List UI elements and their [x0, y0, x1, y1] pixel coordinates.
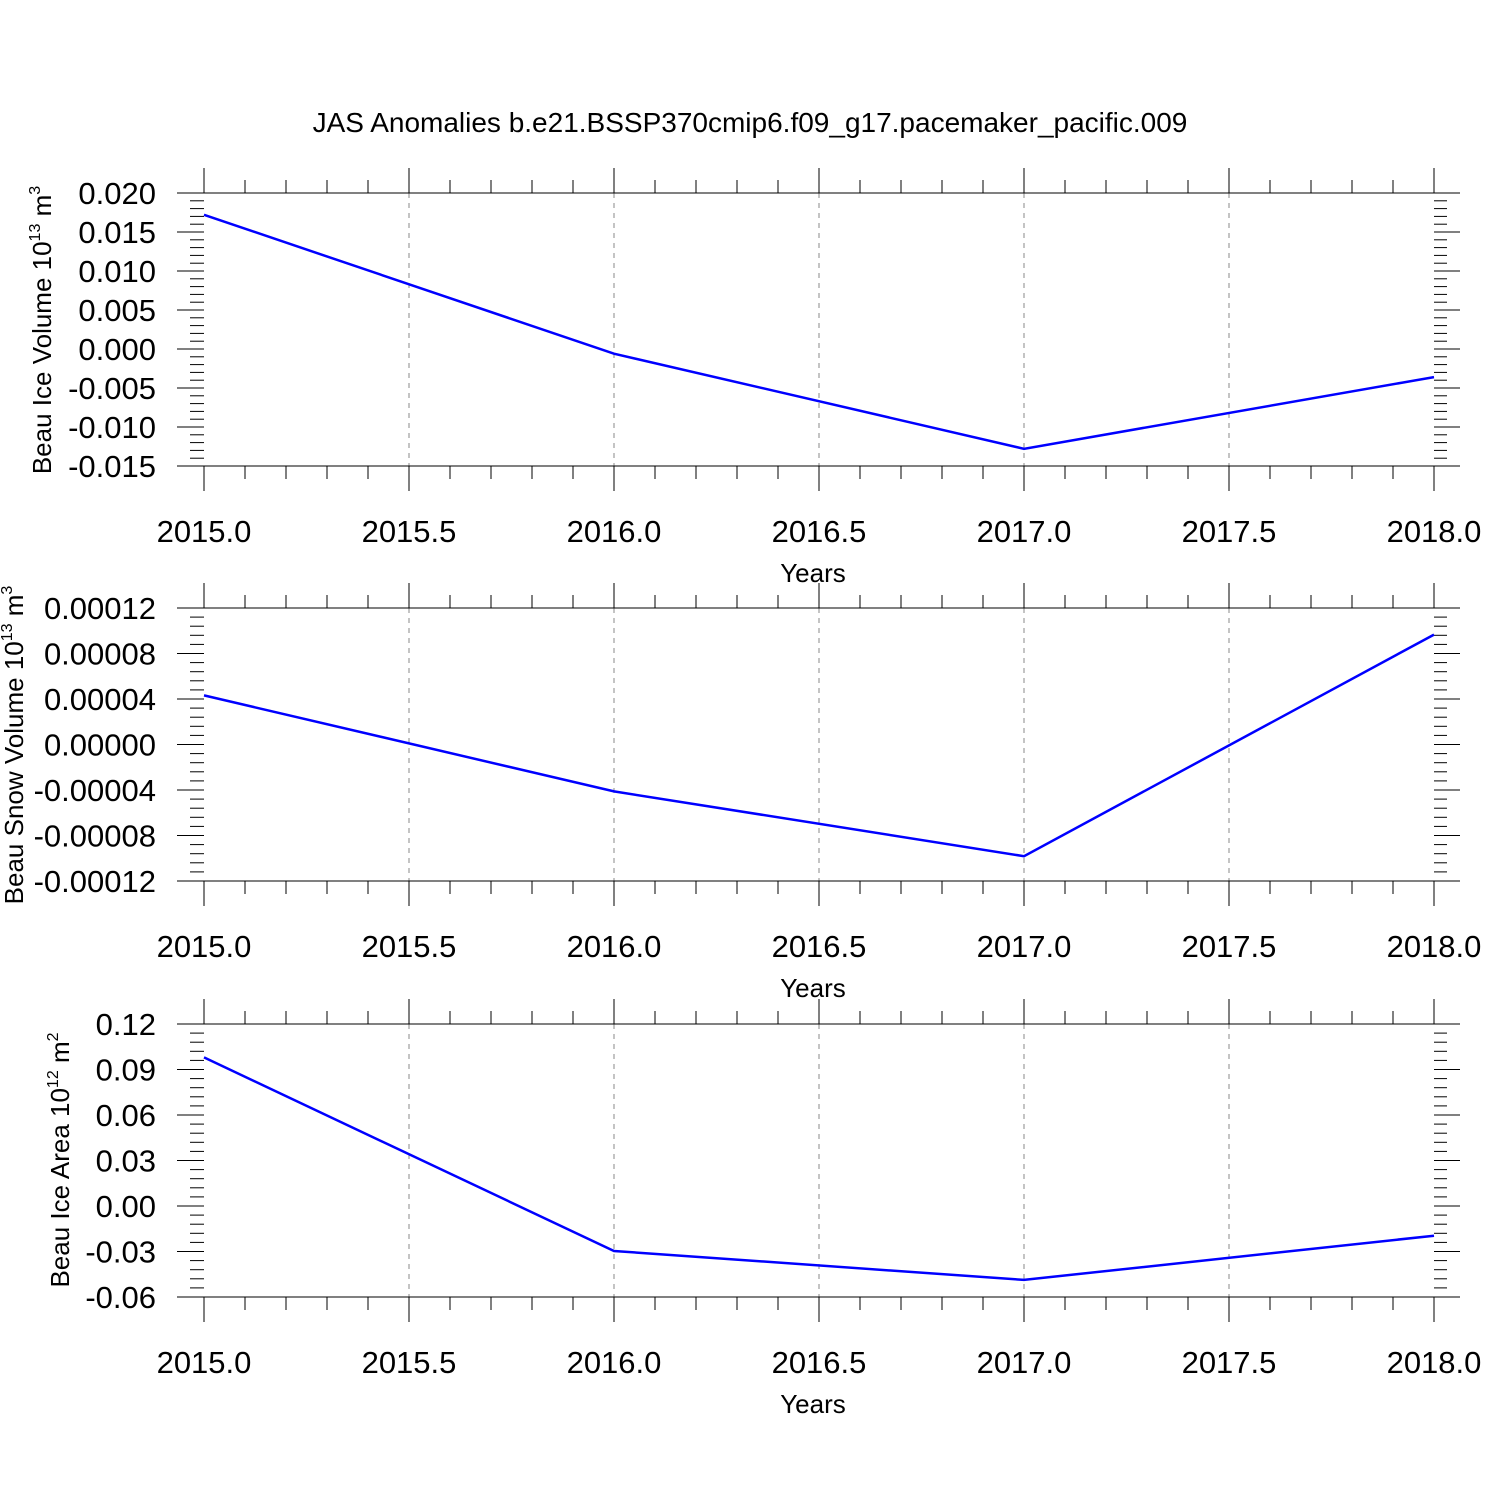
y-tick-label: 0.015	[78, 215, 156, 250]
y-tick-label: 0.12	[96, 1007, 156, 1042]
y-tick-label: 0.00008	[44, 637, 156, 672]
y-tick-label: 0.020	[78, 176, 156, 211]
y-tick-label: 0.000	[78, 332, 156, 367]
y-tick-label: 0.00012	[44, 591, 156, 626]
y-axis-label: Beau Ice Volume 1013 m3	[27, 186, 57, 474]
x-tick-label: 2016.0	[567, 1345, 662, 1380]
x-tick-label: 2017.0	[977, 1345, 1072, 1380]
x-tick-label: 2018.0	[1387, 929, 1482, 964]
x-tick-label: 2017.5	[1182, 929, 1277, 964]
x-tick-label: 2018.0	[1387, 1345, 1482, 1380]
series-line	[203, 633, 1435, 858]
y-tick-label: -0.06	[85, 1280, 156, 1315]
x-tick-label: 2016.0	[567, 929, 662, 964]
panels: 0.020 0.015 0.010 0.005 0.000 -0.005 -0.010 -0.…	[0, 168, 1481, 1419]
y-tick-label: -0.00012	[34, 864, 156, 899]
x-tick-label: 2015.5	[362, 1345, 457, 1380]
x-tick-label: 2015.0	[157, 1345, 252, 1380]
chart-panel-2: 0.00012 0.00008 0.00004 0.00000 -0.00004 -0.0…	[0, 583, 1481, 1003]
x-axis-label: Years	[780, 1389, 846, 1419]
x-tick-label: 2015.5	[362, 514, 457, 549]
y-tick-label: 0.06	[96, 1098, 156, 1133]
series-line	[203, 1056, 1435, 1282]
y-axis-label: Beau Ice Area 1012 m2	[45, 1032, 75, 1287]
x-tick-label: 2016.0	[567, 514, 662, 549]
y-axis-label: Beau Snow Volume 1013 m3	[0, 586, 29, 905]
y-tick-label: -0.00008	[34, 819, 156, 854]
y-tick-label: -0.010	[68, 410, 156, 445]
series-line	[203, 213, 1435, 451]
x-tick-label: 2018.0	[1387, 514, 1482, 549]
y-tick-label: 0.00004	[44, 682, 156, 717]
x-tick-label: 2017.5	[1182, 1345, 1277, 1380]
figure-title: JAS Anomalies b.e21.BSSP370cmip6.f09_g17…	[313, 107, 1188, 138]
x-axis-label: Years	[780, 558, 846, 588]
y-tick-label: -0.03	[85, 1235, 156, 1270]
x-axis-label: Years	[780, 973, 846, 1003]
y-tick-label: 0.010	[78, 254, 156, 289]
y-tick-label: -0.015	[68, 449, 156, 484]
y-tick-label: 0.00	[96, 1189, 156, 1224]
x-tick-label: 2017.5	[1182, 514, 1277, 549]
y-tick-label: 0.03	[96, 1144, 156, 1179]
x-tick-label: 2017.0	[977, 929, 1072, 964]
x-tick-label: 2015.0	[157, 514, 252, 549]
x-tick-label: 2016.5	[772, 929, 867, 964]
x-tick-label: 2016.5	[772, 1345, 867, 1380]
y-tick-label: 0.09	[96, 1053, 156, 1088]
x-tick-label: 2017.0	[977, 514, 1072, 549]
x-tick-label: 2015.0	[157, 929, 252, 964]
x-tick-label: 2015.5	[362, 929, 457, 964]
x-tick-label: 2016.5	[772, 514, 867, 549]
y-tick-label: -0.005	[68, 371, 156, 406]
y-tick-label: 0.00000	[44, 728, 156, 763]
y-tick-label: 0.005	[78, 293, 156, 328]
chart-panel-1: 0.020 0.015 0.010 0.005 0.000 -0.005 -0.010 -0.…	[27, 168, 1481, 588]
y-tick-label: -0.00004	[34, 773, 156, 808]
